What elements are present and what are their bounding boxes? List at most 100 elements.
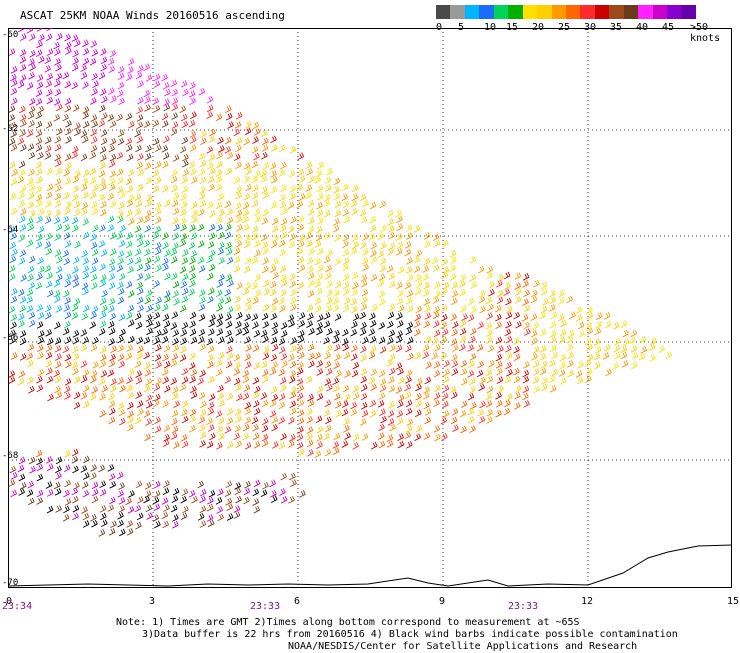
wind-barb (397, 440, 405, 449)
wind-barb (307, 343, 315, 352)
wind-barb (45, 280, 53, 289)
wind-barb (18, 169, 26, 177)
wind-barb (46, 489, 54, 497)
wind-barb (163, 384, 171, 393)
wind-barb (209, 432, 216, 441)
wind-barb (188, 362, 196, 370)
wind-barb (162, 439, 170, 447)
wind-barb (171, 425, 179, 434)
wind-barb (343, 215, 351, 224)
wind-barb (244, 234, 251, 242)
wind-barb (350, 247, 357, 256)
wind-barb (433, 305, 440, 314)
wind-barb (271, 393, 279, 402)
wind-barb (171, 97, 179, 105)
wind-barb (109, 496, 116, 505)
wind-barb (98, 119, 105, 128)
wind-barb (10, 489, 17, 498)
wind-barb (143, 384, 151, 393)
wind-barb (251, 191, 259, 200)
wind-barb (595, 320, 603, 329)
wind-barb (71, 216, 79, 225)
wind-barb (180, 329, 188, 337)
wind-barb (449, 249, 457, 258)
wind-barb (74, 128, 81, 137)
wind-barb (416, 377, 423, 386)
wind-barb (342, 263, 349, 272)
wind-barb (333, 329, 340, 338)
wind-barb (99, 208, 107, 217)
wind-barb (314, 240, 322, 248)
wind-barb (253, 441, 261, 449)
wind-barb (360, 296, 368, 305)
wind-barb (19, 105, 26, 114)
wind-barb (53, 279, 61, 288)
wind-barb (360, 279, 368, 288)
wind-barb (549, 296, 556, 304)
wind-barb (307, 279, 315, 287)
wind-barb (333, 185, 340, 194)
wind-barb (566, 343, 574, 352)
wind-barb (199, 520, 207, 528)
wind-barb (209, 313, 216, 322)
wind-barb (90, 265, 97, 274)
wind-barb (523, 321, 530, 330)
wind-barb (83, 455, 90, 464)
wind-barb (209, 128, 216, 137)
wind-barb (387, 320, 394, 329)
wind-barb (173, 223, 180, 232)
wind-barb (55, 305, 63, 313)
wind-barb (162, 81, 170, 90)
wind-barb (260, 392, 267, 400)
wind-barb (280, 273, 287, 282)
wind-barb (37, 152, 44, 160)
wind-barb (233, 432, 240, 441)
wind-barb (153, 393, 161, 402)
wind-barb (163, 344, 171, 353)
wind-barb (45, 200, 52, 208)
wind-barb (163, 424, 171, 432)
wind-barb (20, 208, 27, 216)
wind-barb (388, 367, 396, 376)
wind-barb (44, 145, 52, 153)
wind-barb (46, 367, 53, 376)
wind-barb (233, 353, 241, 362)
wind-barb (586, 311, 594, 320)
wind-barb (586, 368, 593, 376)
wind-barb (424, 408, 432, 416)
wind-barb (558, 289, 565, 298)
wind-barb (63, 505, 70, 514)
wind-barb (289, 400, 297, 409)
wind-barb (298, 175, 306, 183)
wind-barb (370, 273, 378, 282)
wind-barb (362, 263, 369, 272)
wind-barb (38, 33, 45, 42)
wind-barb (397, 376, 405, 385)
wind-barb (108, 528, 116, 536)
wind-barb (73, 482, 80, 490)
wind-barb (127, 66, 134, 74)
wind-barb (28, 311, 36, 320)
wind-barb (181, 295, 189, 303)
wind-barb (108, 359, 116, 368)
wind-barb (469, 386, 476, 394)
wind-barb (20, 353, 27, 361)
wind-barb (478, 383, 485, 392)
wind-barb (72, 280, 80, 288)
wind-barb (585, 375, 592, 384)
wind-barb (163, 504, 170, 512)
wind-barb (352, 241, 359, 249)
wind-barb (26, 129, 34, 138)
wind-barb (134, 504, 142, 513)
wind-barb (513, 346, 520, 354)
wind-barb (306, 426, 314, 434)
wind-barb (533, 279, 540, 288)
wind-barb (434, 290, 441, 298)
wind-barb (431, 337, 439, 345)
wind-barb (342, 384, 350, 393)
wind-barb (64, 153, 72, 162)
wind-barb (342, 257, 350, 266)
wind-barb (180, 280, 187, 289)
wind-barb (54, 337, 62, 345)
wind-barb (424, 304, 431, 313)
